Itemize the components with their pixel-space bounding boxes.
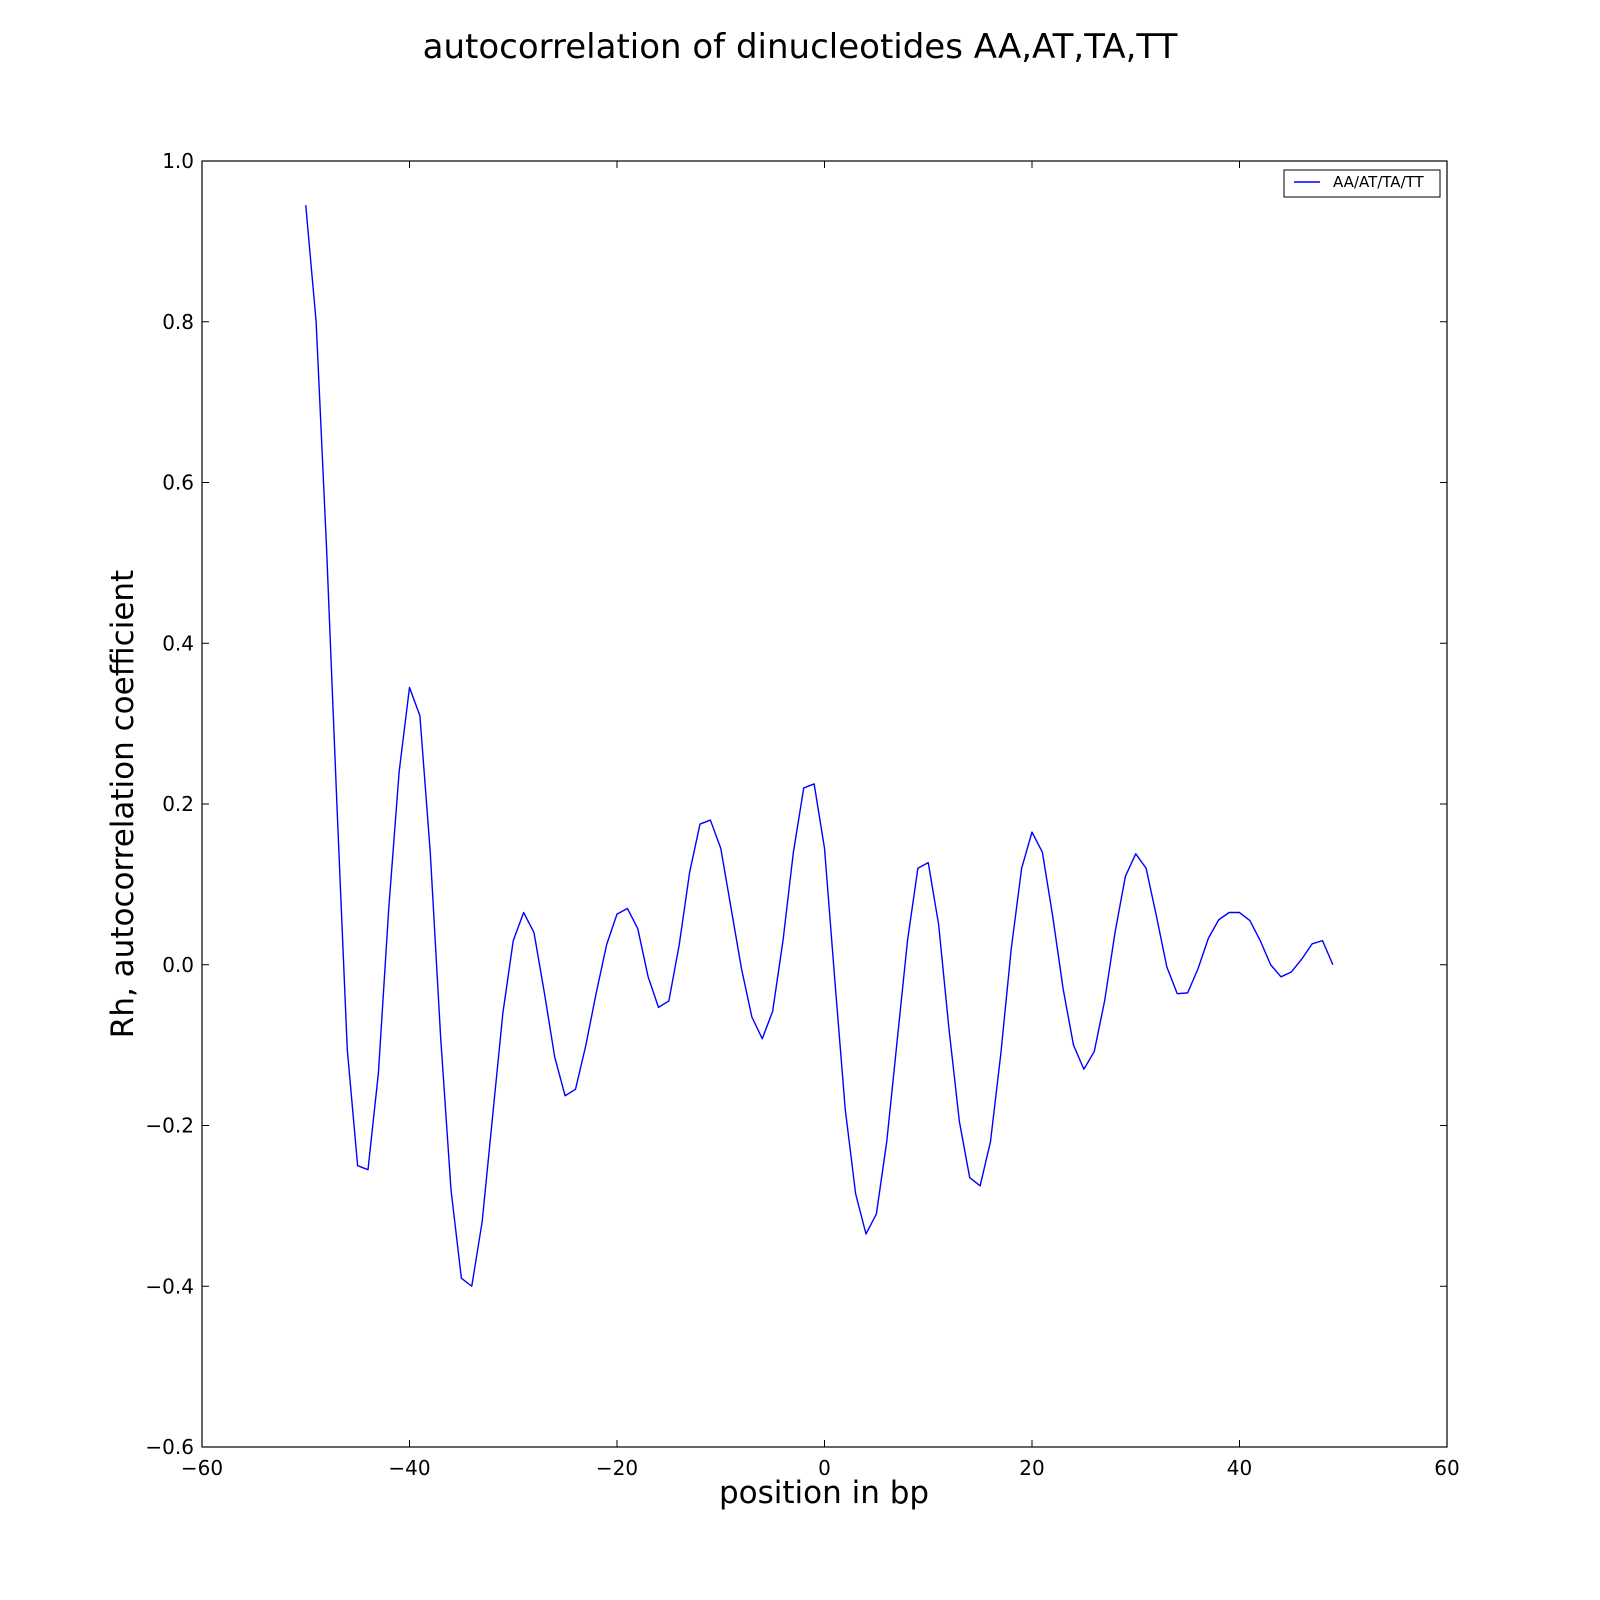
y-tick-label: 0.2 — [162, 792, 194, 816]
y-tick-label: 0.6 — [162, 471, 194, 495]
chart-title: autocorrelation of dinucleotides AA,AT,T… — [423, 27, 1178, 67]
y-tick-label: −0.4 — [145, 1274, 194, 1298]
y-tick-label: −0.6 — [145, 1435, 194, 1459]
y-tick-label: 0.4 — [162, 631, 194, 655]
x-tick-label: 40 — [1227, 1456, 1252, 1480]
plot-frame — [201, 160, 1448, 1448]
series-line-aa-at-ta-tt — [305, 205, 1334, 1287]
x-axis-label: position in bp — [719, 1475, 929, 1511]
y-tick-label: 0.8 — [162, 310, 194, 334]
legend-label: AA/AT/TA/TT — [1333, 173, 1425, 191]
x-tick-label: −40 — [388, 1456, 430, 1480]
x-tick-label: 60 — [1434, 1456, 1459, 1480]
plot-area — [202, 161, 1447, 1447]
x-tick-label: −60 — [181, 1456, 223, 1480]
x-tick-label: 0 — [818, 1456, 831, 1480]
x-tick-label: −20 — [596, 1456, 638, 1480]
legend-box — [1283, 169, 1441, 198]
y-tick-label: 0.0 — [162, 953, 194, 977]
legend: AA/AT/TA/TT — [1283, 169, 1441, 198]
y-axis-label: Rh, autocorrelation coefficient — [105, 570, 141, 1038]
tick-labels: −60 −40 −20 0 20 40 60 −0.6 −0.4 −0.2 0.0 0.2 0.4 0.6… — [145, 149, 1459, 1480]
y-tick-label: 1.0 — [162, 149, 194, 173]
y-tick-label: −0.2 — [145, 1114, 194, 1138]
x-tick-label: 20 — [1019, 1456, 1044, 1480]
